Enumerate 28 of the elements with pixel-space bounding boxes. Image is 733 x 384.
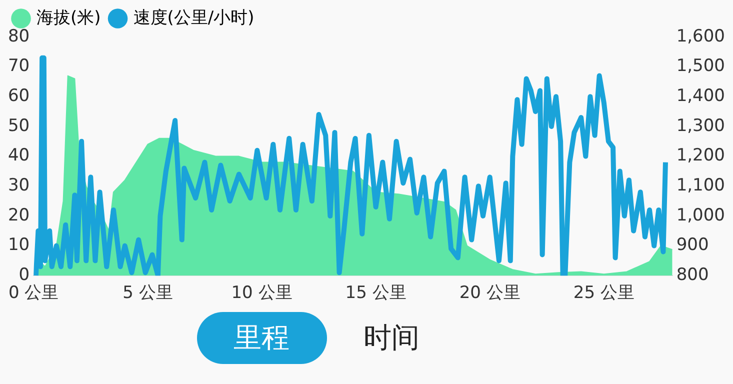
x-tick-label: 20 公里 <box>459 283 520 304</box>
text: 时间 <box>362 320 420 356</box>
x-tick-label: 25 公里 <box>573 283 634 304</box>
y2-tick-label: 1,100 <box>676 176 726 196</box>
text: 里程 <box>196 312 326 364</box>
y-tick-label: 60 <box>8 86 30 106</box>
y-tick-label: 10 <box>8 235 30 256</box>
y2-tick-label: 1,400 <box>676 86 726 106</box>
x-tick-label: 0 公里 <box>8 283 59 304</box>
y-tick-label: 50 <box>8 116 30 136</box>
legend-label: 速度(公里/小时) <box>133 8 254 28</box>
y2-tick-label: 900 <box>676 235 709 256</box>
y2-tick-label: 1,200 <box>676 146 726 166</box>
y2-tick-label: 1,300 <box>676 116 726 136</box>
x-tick-label: 15 公里 <box>345 283 406 304</box>
y2-tick-label: 800 <box>676 265 709 286</box>
y2-tick-label: 1,500 <box>676 56 726 76</box>
y-tick-label: 30 <box>8 176 30 196</box>
y-tick-label: 0 <box>18 265 30 286</box>
y-tick-label: 80 <box>8 26 30 46</box>
y-tick-label: 70 <box>8 56 30 76</box>
y2-tick-label: 1,600 <box>676 26 726 46</box>
y-tick-label: 40 <box>8 146 30 166</box>
x-tick-label: 5 公里 <box>122 283 173 304</box>
y-tick-label: 20 <box>8 205 30 226</box>
x-tick-label: 10 公里 <box>231 283 292 304</box>
y2-tick-label: 1,000 <box>676 205 726 226</box>
legend-label: 海拔(米) <box>36 8 101 28</box>
